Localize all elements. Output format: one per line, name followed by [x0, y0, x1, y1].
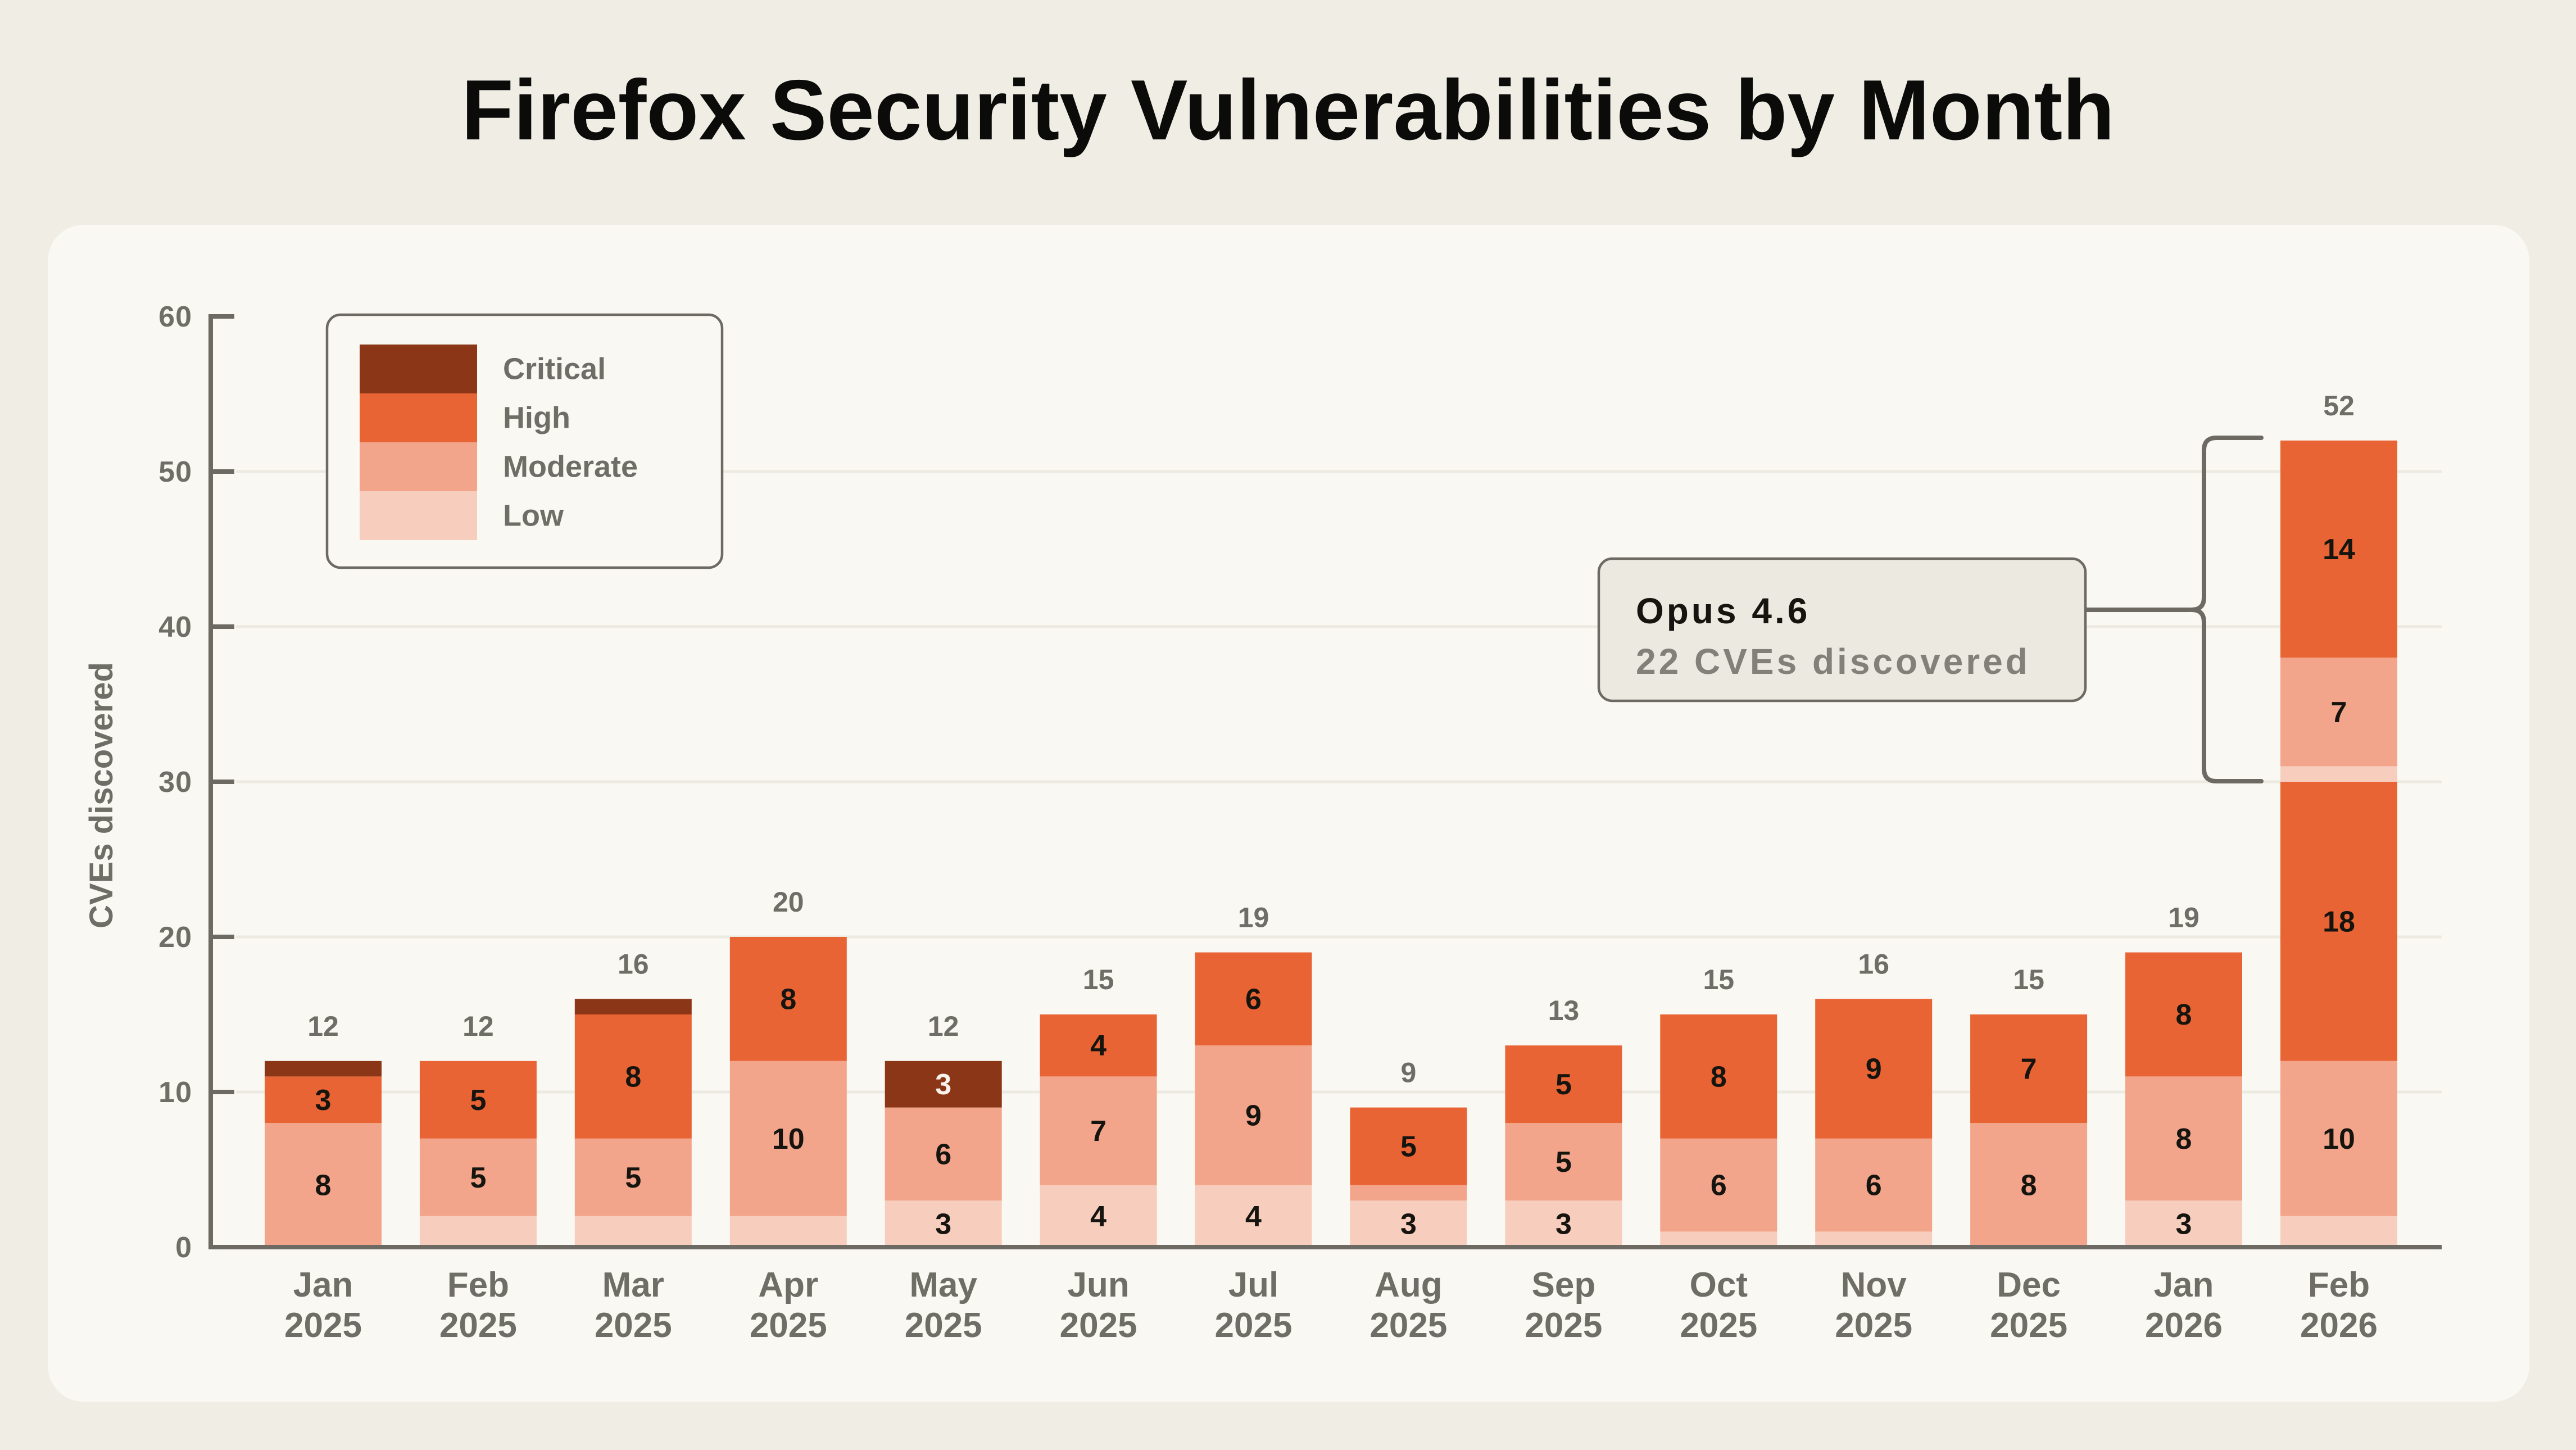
svg-text:8: 8	[2176, 1123, 2192, 1156]
svg-text:8: 8	[315, 1170, 332, 1202]
svg-text:Critical: Critical	[503, 352, 606, 386]
svg-text:Sep: Sep	[1532, 1266, 1596, 1304]
svg-text:5: 5	[1555, 1068, 1572, 1101]
svg-text:Jan: Jan	[293, 1266, 353, 1304]
svg-text:20: 20	[158, 921, 192, 954]
svg-text:12: 12	[307, 1011, 339, 1042]
svg-text:5: 5	[1555, 1146, 1572, 1179]
svg-text:Jun: Jun	[1067, 1266, 1129, 1304]
svg-text:6: 6	[1245, 983, 1262, 1016]
svg-text:14: 14	[2323, 533, 2355, 566]
svg-text:3: 3	[2176, 1208, 2192, 1241]
svg-text:Moderate: Moderate	[503, 450, 638, 484]
svg-text:40: 40	[158, 611, 192, 644]
svg-text:2025: 2025	[284, 1306, 362, 1345]
svg-text:8: 8	[625, 1061, 641, 1093]
svg-text:6: 6	[935, 1138, 951, 1171]
svg-text:13: 13	[1548, 995, 1580, 1026]
svg-text:20: 20	[773, 886, 804, 918]
svg-text:4: 4	[1090, 1200, 1106, 1233]
svg-text:8: 8	[2176, 999, 2192, 1031]
svg-text:3: 3	[315, 1084, 332, 1117]
svg-text:15: 15	[1083, 964, 1114, 995]
svg-text:10: 10	[2323, 1123, 2355, 1156]
svg-text:2025: 2025	[1525, 1306, 1602, 1345]
svg-text:May: May	[909, 1266, 977, 1304]
svg-text:0: 0	[175, 1231, 192, 1264]
svg-text:19: 19	[1238, 902, 1269, 934]
svg-text:Jan: Jan	[2154, 1266, 2214, 1304]
svg-text:2025: 2025	[595, 1306, 672, 1345]
svg-text:60: 60	[158, 301, 192, 333]
svg-text:15: 15	[2013, 964, 2044, 995]
svg-text:3: 3	[1555, 1208, 1572, 1241]
svg-text:Low: Low	[503, 499, 564, 533]
svg-text:9: 9	[1400, 1057, 1416, 1089]
svg-text:Oct: Oct	[1690, 1266, 1748, 1304]
svg-text:2025: 2025	[905, 1306, 982, 1345]
svg-text:Opus 4.6: Opus 4.6	[1636, 591, 1810, 631]
svg-text:9: 9	[1866, 1053, 1882, 1086]
svg-text:7: 7	[2331, 696, 2347, 729]
svg-text:Jul: Jul	[1228, 1266, 1279, 1304]
svg-text:2025: 2025	[1680, 1306, 1757, 1345]
svg-text:30: 30	[158, 766, 192, 799]
svg-text:5: 5	[470, 1162, 486, 1194]
svg-text:6: 6	[1711, 1170, 1727, 1202]
svg-text:12: 12	[462, 1011, 494, 1042]
svg-text:8: 8	[780, 983, 796, 1016]
svg-text:16: 16	[618, 948, 649, 980]
svg-text:9: 9	[1245, 1099, 1262, 1132]
svg-text:Firefox Security Vulnerabiliti: Firefox Security Vulnerabilities by Mont…	[461, 62, 2115, 158]
svg-text:19: 19	[2168, 902, 2199, 934]
svg-text:2026: 2026	[2145, 1306, 2223, 1345]
svg-text:CVEs discovered: CVEs discovered	[83, 662, 120, 928]
svg-text:10: 10	[158, 1076, 192, 1109]
svg-text:10: 10	[772, 1123, 805, 1156]
svg-text:4: 4	[1245, 1200, 1262, 1233]
svg-text:16: 16	[1858, 948, 1889, 980]
svg-text:7: 7	[2021, 1053, 2037, 1086]
svg-text:15: 15	[1703, 964, 1734, 995]
svg-text:12: 12	[928, 1011, 959, 1042]
svg-text:8: 8	[1711, 1061, 1727, 1093]
svg-text:50: 50	[158, 456, 192, 488]
svg-text:2025: 2025	[439, 1306, 517, 1345]
svg-text:2025: 2025	[1835, 1306, 1912, 1345]
svg-text:18: 18	[2323, 905, 2355, 938]
svg-text:2025: 2025	[750, 1306, 827, 1345]
svg-text:6: 6	[1866, 1170, 1882, 1202]
svg-text:3: 3	[935, 1068, 951, 1101]
svg-text:Aug: Aug	[1375, 1266, 1443, 1304]
svg-text:High: High	[503, 401, 570, 435]
svg-text:52: 52	[2323, 390, 2355, 422]
svg-text:2025: 2025	[1215, 1306, 1292, 1345]
svg-text:3: 3	[1400, 1208, 1417, 1241]
svg-text:8: 8	[2021, 1170, 2037, 1202]
svg-text:5: 5	[625, 1162, 641, 1194]
svg-text:7: 7	[1090, 1115, 1106, 1148]
svg-text:Feb: Feb	[2308, 1266, 2370, 1304]
svg-text:Nov: Nov	[1841, 1266, 1907, 1304]
svg-text:3: 3	[935, 1208, 951, 1241]
svg-text:5: 5	[1400, 1131, 1417, 1163]
svg-text:Mar: Mar	[602, 1266, 664, 1304]
svg-text:5: 5	[470, 1084, 486, 1117]
svg-text:2025: 2025	[1060, 1306, 1137, 1345]
svg-text:2025: 2025	[1369, 1306, 1447, 1345]
svg-text:Apr: Apr	[758, 1266, 818, 1304]
svg-text:4: 4	[1090, 1030, 1106, 1062]
svg-text:22 CVEs discovered: 22 CVEs discovered	[1636, 641, 2030, 682]
svg-text:Dec: Dec	[1997, 1266, 2061, 1304]
svg-text:2026: 2026	[2300, 1306, 2378, 1345]
svg-text:2025: 2025	[1990, 1306, 2067, 1345]
svg-text:Feb: Feb	[447, 1266, 509, 1304]
